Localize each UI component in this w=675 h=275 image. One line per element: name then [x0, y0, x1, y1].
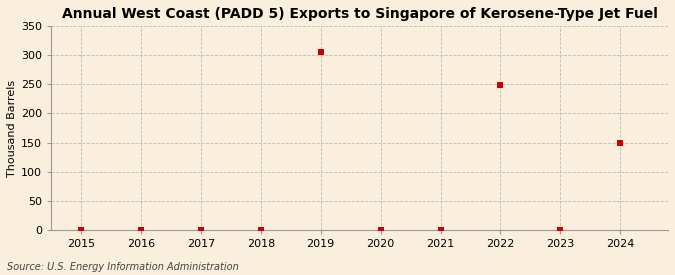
Text: Source: U.S. Energy Information Administration: Source: U.S. Energy Information Administ… [7, 262, 238, 272]
Y-axis label: Thousand Barrels: Thousand Barrels [7, 79, 17, 177]
Title: Annual West Coast (PADD 5) Exports to Singapore of Kerosene-Type Jet Fuel: Annual West Coast (PADD 5) Exports to Si… [61, 7, 657, 21]
